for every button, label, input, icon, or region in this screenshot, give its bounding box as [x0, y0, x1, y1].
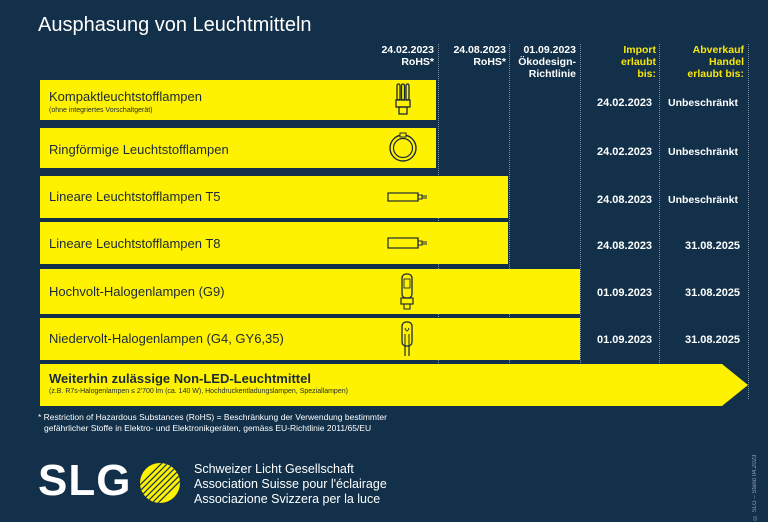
org-name-it: Associazione Svizzera per la luce	[194, 492, 381, 506]
row-label: Lineare Leuchtstofflampen T5	[49, 189, 221, 204]
column-header-line: RoHS*	[473, 56, 506, 68]
column-header-rohs-1: 24.02.2023 RoHS*	[362, 44, 434, 68]
grid-separator	[509, 44, 510, 399]
halogen-g9-icon	[400, 273, 414, 310]
sale-date: Unbeschränkt	[668, 97, 739, 109]
sale-date: 31.08.2025	[685, 240, 741, 252]
footnote: * Restriction of Hazardous Substances (R…	[38, 412, 387, 434]
sale-date: Unbeschränkt	[668, 146, 739, 158]
page-title: Ausphasung von Leuchtmitteln	[38, 14, 312, 36]
import-date: 01.09.2023	[597, 334, 653, 346]
sale-date: 31.08.2025	[685, 287, 741, 299]
column-header-line: bis:	[637, 68, 656, 80]
column-header-line: erlaubt bis:	[687, 68, 744, 80]
row-label: Hochvolt-Halogenlampen (G9)	[49, 284, 225, 299]
compact-fluorescent-icon	[395, 83, 411, 115]
column-header-line: erlaubt	[620, 56, 656, 68]
sale-date: 31.08.2025	[685, 334, 741, 346]
column-header-line: Handel	[708, 56, 744, 68]
footnote-line: * Restriction of Hazardous Substances (R…	[38, 412, 387, 422]
column-header-line: 24.02.2023	[381, 44, 434, 56]
tube-lamp-icon	[387, 237, 427, 249]
org-name-fr: Association Suisse pour l'éclairage	[194, 477, 387, 491]
arrow-label: Weiterhin zulässige Non-LED-Leuchtmittel	[49, 371, 311, 386]
grid-separator	[580, 44, 581, 399]
footnote-line: gefährlicher Stoffe in Elektro- und Elek…	[44, 423, 372, 433]
row-bar-linear-t5: Lineare Leuchtstofflampen T5	[40, 176, 508, 218]
grid-separator	[659, 44, 660, 399]
row-sublabel: (ohne integriertes Vorschaltgerät)	[49, 107, 153, 114]
column-header-line: Richtlinie	[528, 68, 576, 80]
column-header-ecodesign: 01.09.2023 Ökodesign- Richtlinie	[506, 44, 576, 80]
import-date: 24.02.2023	[597, 97, 653, 109]
org-name-de: Schweizer Licht Gesellschaft	[194, 462, 354, 476]
column-header-sale: Abverkauf Handel erlaubt bis:	[666, 44, 744, 80]
sale-date: Unbeschränkt	[668, 194, 739, 206]
column-header-rohs-2: 24.08.2023 RoHS*	[436, 44, 506, 68]
row-bar-halogen-g4: Niedervolt-Halogenlampen (G4, GY6,35)	[40, 318, 580, 360]
import-date: 24.02.2023	[597, 146, 653, 158]
row-bar-ring-fluorescent: Ringförmige Leuchtstofflampen	[40, 128, 436, 168]
copyright-side-text: © SLG – Stand 04.2023	[752, 454, 758, 520]
row-bar-linear-t8: Lineare Leuchtstofflampen T8	[40, 222, 508, 264]
organisation-names: Schweizer Licht Gesellschaft Association…	[194, 462, 387, 507]
row-label: Kompaktleuchtstofflampen	[49, 89, 202, 104]
row-label: Ringförmige Leuchtstofflampen	[49, 142, 229, 157]
row-bar-compact-fluorescent: Kompaktleuchtstofflampen (ohne integrier…	[40, 80, 436, 120]
ring-lamp-icon	[389, 132, 417, 162]
arrow-sublabel: (z.B. R7s-Halogenlampen ≤ 2'700 lm (ca. …	[49, 388, 348, 395]
row-label: Lineare Leuchtstofflampen T8	[49, 236, 221, 251]
column-header-line: 01.09.2023	[523, 44, 576, 56]
grid-separator	[748, 44, 749, 399]
tube-lamp-icon	[387, 192, 427, 202]
row-label: Niedervolt-Halogenlampen (G4, GY6,35)	[49, 331, 284, 346]
column-header-line: Import	[623, 44, 656, 56]
grid-separator	[438, 44, 439, 399]
slg-logo: SLG	[38, 456, 132, 505]
import-date: 24.08.2023	[597, 240, 653, 252]
column-header-line: 24.08.2023	[453, 44, 506, 56]
column-header-line: Abverkauf	[692, 44, 744, 56]
arrow-shape	[40, 364, 748, 406]
import-date: 24.08.2023	[597, 194, 653, 206]
column-header-line: Ökodesign-	[518, 56, 576, 68]
column-header-line: RoHS*	[401, 56, 434, 68]
column-header-import: Import erlaubt bis:	[590, 44, 656, 80]
slg-logo-mark	[140, 463, 180, 503]
row-bar-halogen-g9: Hochvolt-Halogenlampen (G9)	[40, 269, 580, 314]
import-date: 01.09.2023	[597, 287, 653, 299]
halogen-g4-icon	[401, 321, 413, 356]
